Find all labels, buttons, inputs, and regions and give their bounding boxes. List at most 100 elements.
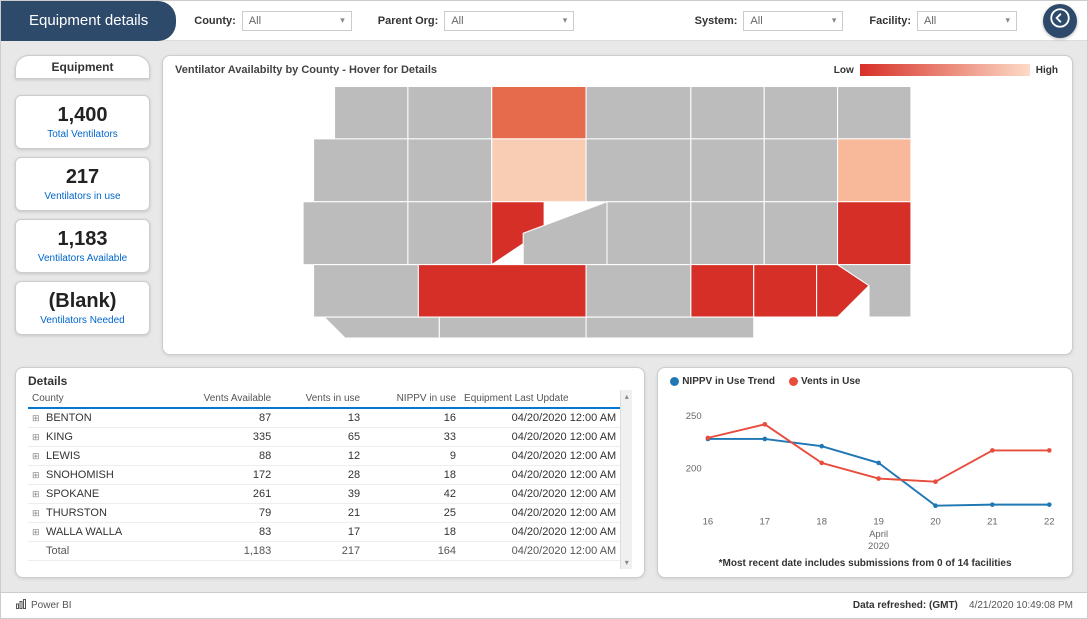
county-klickitat[interactable]: [586, 317, 754, 338]
avail-cell: 88: [168, 447, 276, 466]
filter-system-select[interactable]: All ▾: [743, 11, 843, 31]
total-updated: 04/20/2020 12:00 AM: [460, 542, 620, 561]
back-button[interactable]: [1043, 4, 1077, 38]
filter-facility: Facility: All ▾: [869, 11, 1017, 31]
avail-cell: 83: [168, 523, 276, 542]
chart-footnote: *Most recent date includes submissions f…: [670, 558, 1060, 569]
legend-gradient: [860, 64, 1030, 76]
county-yakima[interactable]: [586, 265, 691, 317]
table-header-cell[interactable]: Equipment Last Update: [460, 390, 620, 408]
kpi-card[interactable]: 217Ventilators in use: [15, 157, 150, 211]
expand-icon[interactable]: ⊞: [32, 527, 42, 538]
county-ferry[interactable]: [691, 86, 764, 138]
filter-parent-org-select[interactable]: All ▾: [444, 11, 574, 31]
kpi-card[interactable]: 1,183Ventilators Available: [15, 219, 150, 273]
chevron-down-icon: ▾: [1005, 15, 1010, 26]
county-map[interactable]: [175, 76, 1060, 338]
county-snohomish[interactable]: [492, 139, 586, 202]
county-whatcom[interactable]: [335, 86, 408, 138]
county-douglas[interactable]: [691, 139, 764, 202]
avail-cell: 261: [168, 485, 276, 504]
table-header-cell[interactable]: Vents Available: [168, 390, 276, 408]
county-franklin[interactable]: [754, 265, 817, 317]
county-cell: ⊞WALLA WALLA: [28, 523, 168, 542]
table-row[interactable]: ⊞LEWIS8812904/20/2020 12:00 AM: [28, 447, 620, 466]
county-adams[interactable]: [764, 202, 837, 265]
county-okanogan-w[interactable]: [408, 86, 492, 138]
expand-icon[interactable]: ⊞: [32, 432, 42, 443]
county-spokane[interactable]: [838, 202, 911, 265]
table-header-cell[interactable]: Vents in use: [275, 390, 364, 408]
filter-county-label: County:: [194, 15, 236, 27]
county-okanogan[interactable]: [586, 86, 691, 138]
county-stevens[interactable]: [764, 86, 837, 138]
county-spokane-n[interactable]: [838, 139, 911, 202]
footer: Power BI Data refreshed: (GMT) 4/21/2020…: [1, 592, 1087, 618]
inuse-cell: 13: [275, 408, 364, 428]
table-total-row: Total1,18321716404/20/2020 12:00 AM: [28, 542, 620, 561]
county-skamania[interactable]: [439, 317, 586, 338]
kpi-value: 1,400: [20, 104, 145, 127]
total-avail: 1,183: [168, 542, 276, 561]
filter-county-select[interactable]: All ▾: [242, 11, 352, 31]
table-header-cell[interactable]: County: [28, 390, 168, 408]
table-row[interactable]: ⊞THURSTON79212504/20/2020 12:00 AM: [28, 504, 620, 523]
filter-parent-org-value: All: [451, 15, 463, 27]
county-wahkiakum[interactable]: [324, 317, 439, 338]
filter-system: System: All ▾: [695, 11, 844, 31]
svg-text:250: 250: [686, 411, 702, 422]
scroll-down-icon: ▾: [625, 558, 629, 567]
expand-icon[interactable]: ⊞: [32, 451, 42, 462]
county-cell: ⊞SPOKANE: [28, 485, 168, 504]
svg-text:20: 20: [930, 517, 941, 528]
equipment-column: Equipment 1,400Total Ventilators217Venti…: [15, 55, 150, 355]
table-row[interactable]: ⊞BENTON87131604/20/2020 12:00 AM: [28, 408, 620, 428]
expand-icon[interactable]: ⊞: [32, 470, 42, 481]
filter-facility-select[interactable]: All ▾: [917, 11, 1017, 31]
county-lewis[interactable]: [418, 265, 586, 317]
county-pacific[interactable]: [314, 265, 419, 317]
powerbi-icon: [15, 598, 27, 613]
legend-item[interactable]: NIPPV in Use Trend: [670, 376, 775, 387]
expand-icon[interactable]: ⊞: [32, 489, 42, 500]
county-pend-oreille[interactable]: [838, 86, 911, 138]
updated-cell: 04/20/2020 12:00 AM: [460, 485, 620, 504]
vertical-scrollbar[interactable]: ▴ ▾: [620, 390, 632, 569]
county-lincoln[interactable]: [764, 139, 837, 202]
kpi-value: 1,183: [20, 228, 145, 251]
avail-cell: 87: [168, 408, 276, 428]
kpi-card[interactable]: 1,400Total Ventilators: [15, 95, 150, 149]
powerbi-label: Power BI: [31, 600, 72, 611]
filter-facility-label: Facility:: [869, 15, 911, 27]
total-label: Total: [28, 542, 168, 561]
kpi-card[interactable]: (Blank) Ventilators Needed: [15, 281, 150, 335]
county-chelan[interactable]: [586, 139, 691, 202]
county-benton[interactable]: [691, 265, 754, 317]
table-row[interactable]: ⊞SPOKANE261394204/20/2020 12:00 AM: [28, 485, 620, 504]
expand-icon[interactable]: ⊞: [32, 508, 42, 519]
county-clallam[interactable]: [314, 139, 408, 202]
trend-chart[interactable]: 20025016171819202122April2020: [670, 391, 1060, 556]
county-grant[interactable]: [691, 202, 764, 265]
county-skagit[interactable]: [492, 86, 586, 138]
chevron-down-icon: ▾: [563, 15, 568, 26]
legend-item[interactable]: Vents in Use: [789, 376, 860, 387]
county-grays-harbor[interactable]: [303, 202, 408, 265]
county-cell: ⊞THURSTON: [28, 504, 168, 523]
total-nippv: 164: [364, 542, 460, 561]
county-cell: ⊞SNOHOMISH: [28, 466, 168, 485]
table-header-row: CountyVents AvailableVents in useNIPPV i…: [28, 390, 620, 408]
table-row[interactable]: ⊞SNOHOMISH172281804/20/2020 12:00 AM: [28, 466, 620, 485]
county-kittitas[interactable]: [607, 202, 691, 265]
table-header-cell[interactable]: NIPPV in use: [364, 390, 460, 408]
county-cell: ⊞KING: [28, 428, 168, 447]
county-jefferson[interactable]: [408, 139, 492, 202]
kpi-value: (Blank): [20, 290, 145, 313]
expand-icon[interactable]: ⊞: [32, 413, 42, 424]
county-mason[interactable]: [408, 202, 492, 265]
kpi-value: 217: [20, 166, 145, 189]
kpi-label: Ventilators Needed: [20, 315, 145, 326]
table-row[interactable]: ⊞WALLA WALLA83171804/20/2020 12:00 AM: [28, 523, 620, 542]
table-row[interactable]: ⊞KING335653304/20/2020 12:00 AM: [28, 428, 620, 447]
updated-cell: 04/20/2020 12:00 AM: [460, 523, 620, 542]
